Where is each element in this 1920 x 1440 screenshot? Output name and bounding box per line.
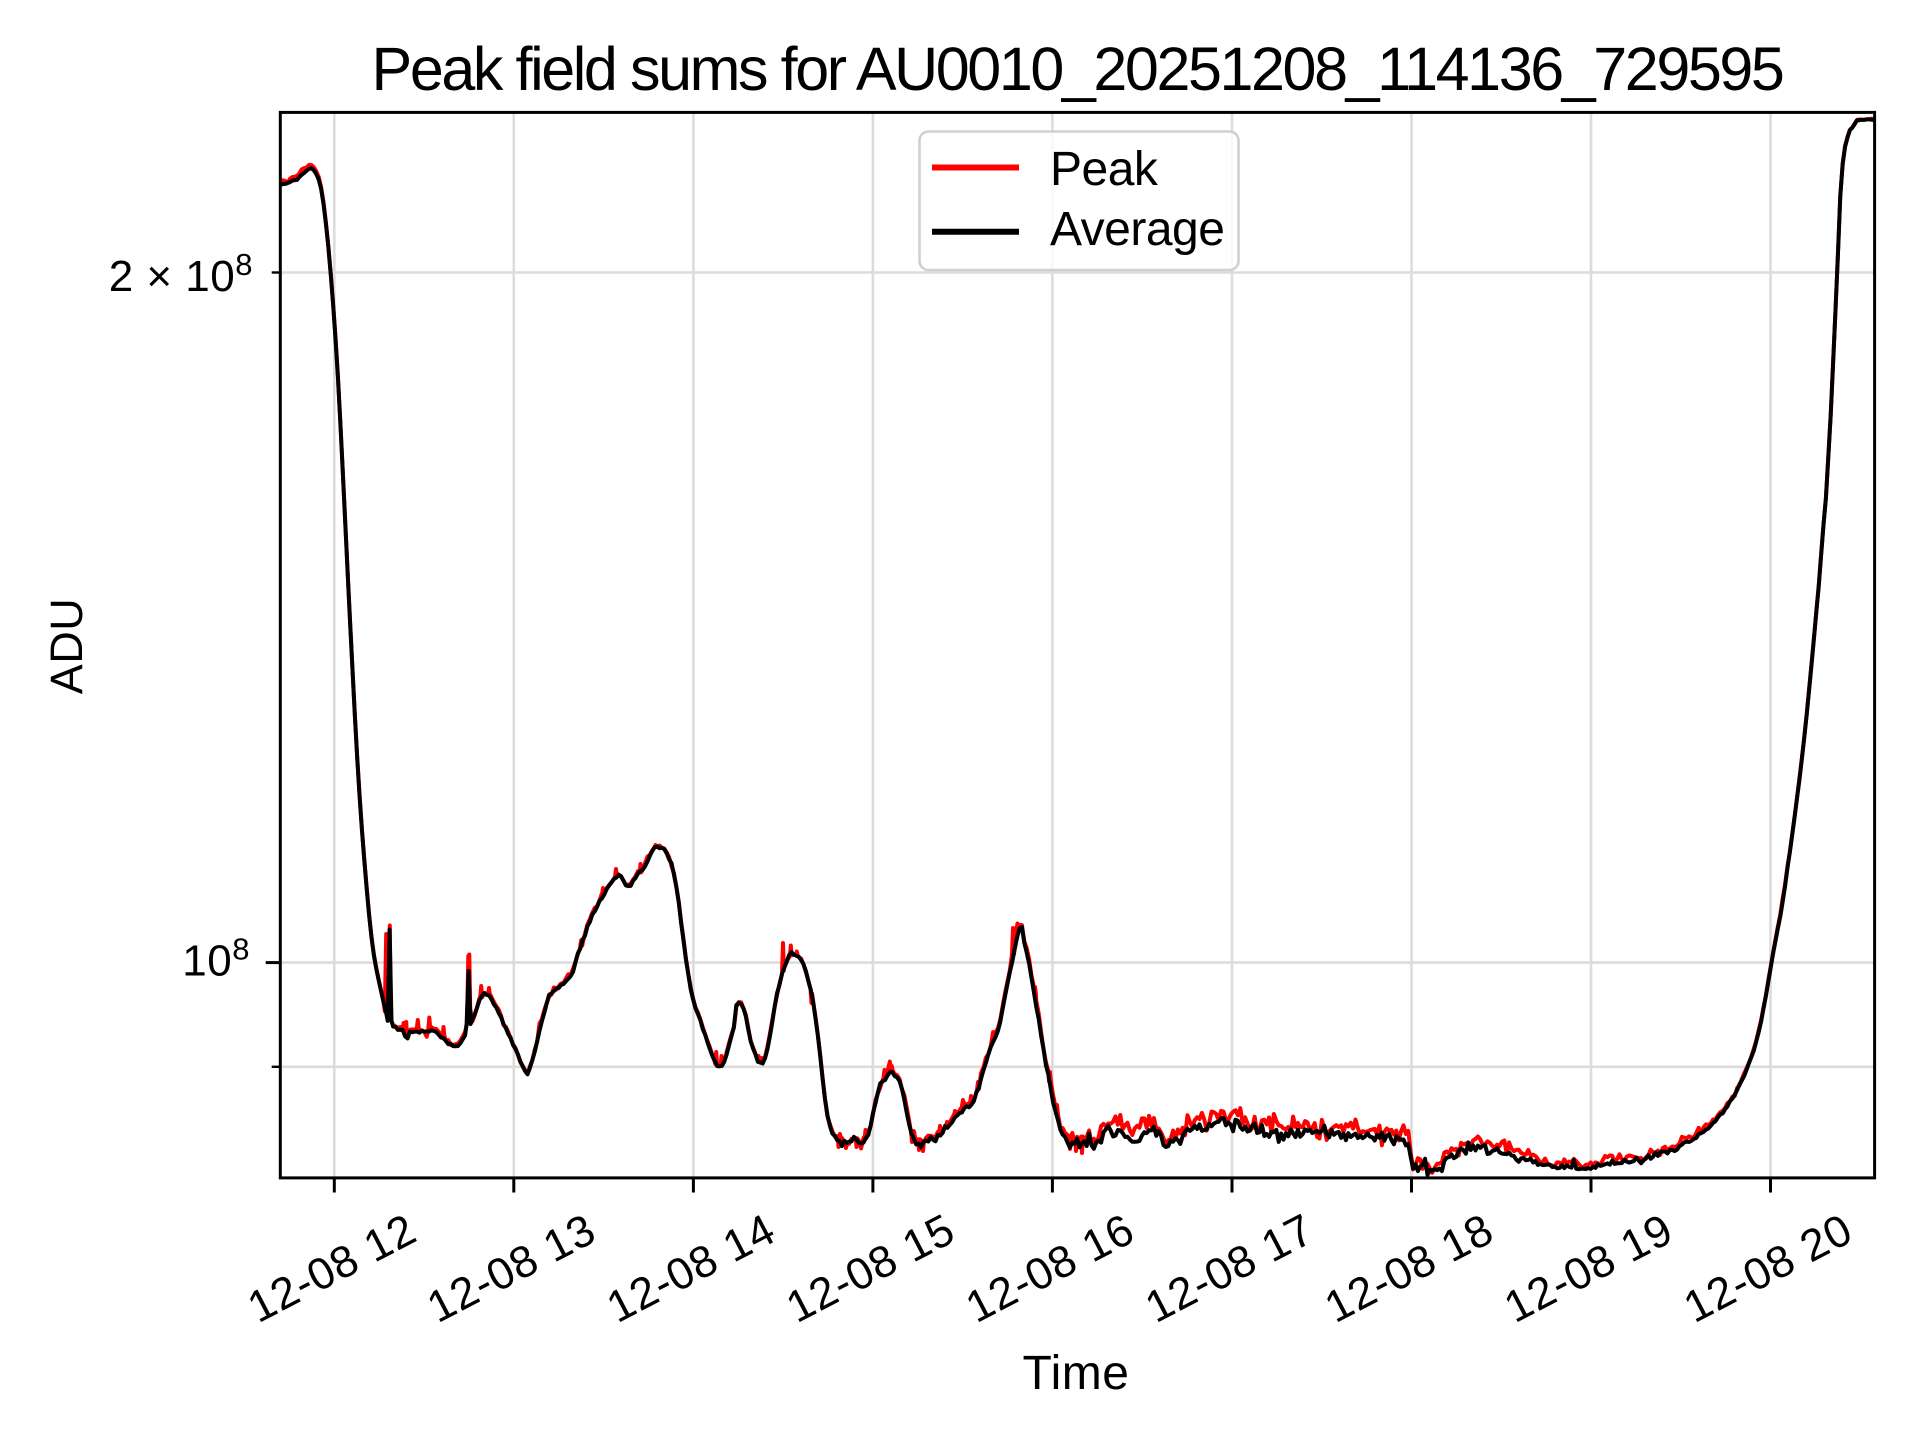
svg-text:Peak: Peak bbox=[1050, 143, 1159, 196]
svg-text:Average: Average bbox=[1050, 203, 1224, 256]
svg-text:Peak field sums for AU0010_202: Peak field sums for AU0010_20251208_1141… bbox=[372, 35, 1783, 103]
svg-text:2 × 108: 2 × 108 bbox=[109, 247, 253, 301]
svg-text:ADU: ADU bbox=[41, 598, 92, 695]
svg-text:Time: Time bbox=[1023, 1347, 1130, 1400]
